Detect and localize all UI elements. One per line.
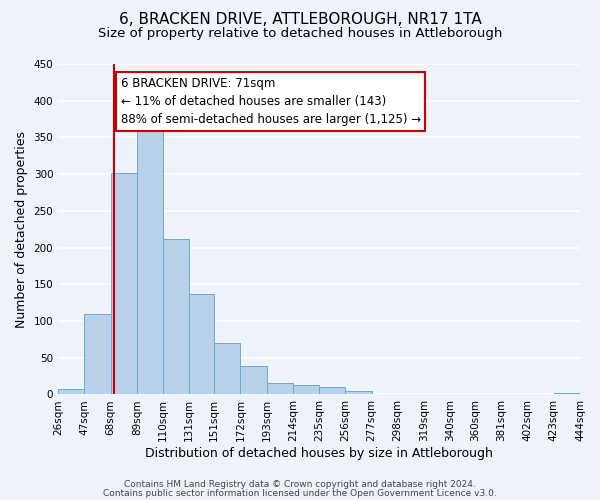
Bar [110,172,137,394]
Bar [345,391,371,394]
Bar [293,385,319,394]
Bar [554,393,580,394]
Text: 6, BRACKEN DRIVE, ATTLEBOROUGH, NR17 1TA: 6, BRACKEN DRIVE, ATTLEBOROUGH, NR17 1TA [119,12,481,28]
Text: Size of property relative to detached houses in Attleborough: Size of property relative to detached ho… [98,28,502,40]
Bar [163,239,189,394]
Text: Contains HM Land Registry data © Crown copyright and database right 2024.: Contains HM Land Registry data © Crown c… [124,480,476,489]
X-axis label: Distribution of detached houses by size in Attleborough: Distribution of detached houses by size … [145,447,493,460]
Bar [319,387,345,394]
Bar [189,294,214,394]
Y-axis label: Number of detached properties: Number of detached properties [15,130,28,328]
Bar [85,314,110,394]
Bar [214,343,241,394]
Bar [266,382,293,394]
Bar [58,388,85,394]
Text: Contains public sector information licensed under the Open Government Licence v3: Contains public sector information licen… [103,488,497,498]
Bar [241,366,266,394]
Bar [137,130,163,394]
Text: 6 BRACKEN DRIVE: 71sqm
← 11% of detached houses are smaller (143)
88% of semi-de: 6 BRACKEN DRIVE: 71sqm ← 11% of detached… [121,77,421,126]
